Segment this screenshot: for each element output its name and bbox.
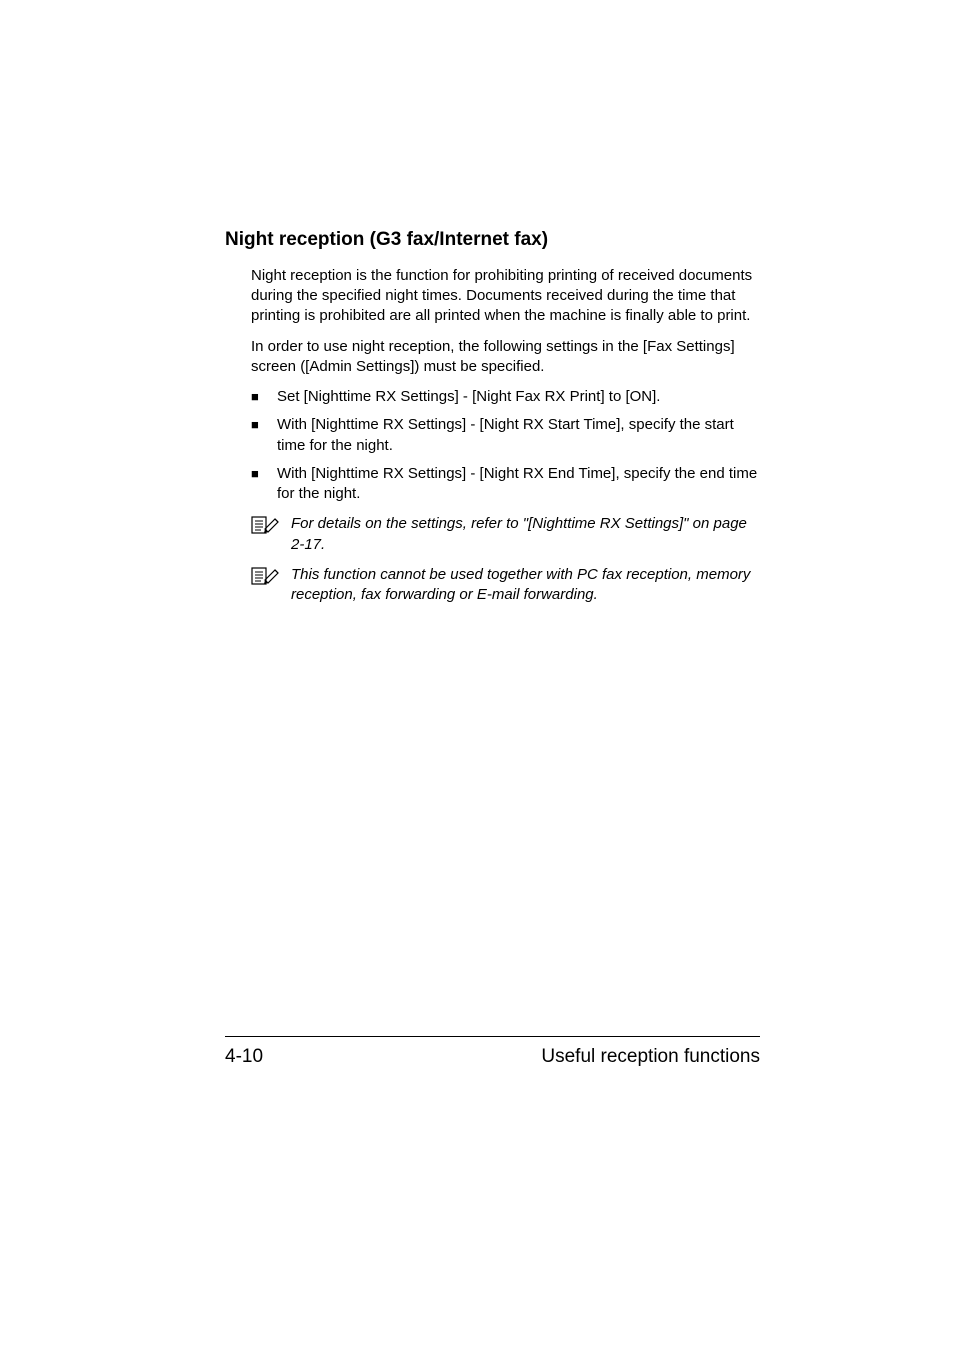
note-text: For details on the settings, refer to "[… [291, 514, 760, 555]
section-heading: Night reception (G3 fax/Internet fax) [225, 228, 760, 252]
bullet-item: With [Nighttime RX Settings] - [Night RX… [251, 415, 760, 456]
footer-rule [225, 1036, 760, 1037]
note-row: This function cannot be used together wi… [225, 565, 760, 606]
page-footer: 4-10 Useful reception functions [225, 1046, 760, 1068]
body-paragraph-2: In order to use night reception, the fol… [225, 337, 760, 378]
footer-section-title: Useful reception functions [541, 1046, 760, 1068]
bullet-item: With [Nighttime RX Settings] - [Night RX… [251, 464, 760, 505]
bullet-list: Set [Nighttime RX Settings] - [Night Fax… [225, 387, 760, 504]
bullet-item: Set [Nighttime RX Settings] - [Night Fax… [251, 387, 760, 407]
notepad-pencil-icon [251, 566, 279, 586]
content-area: Night reception (G3 fax/Internet fax) Ni… [225, 228, 760, 615]
note-row: For details on the settings, refer to "[… [225, 514, 760, 555]
notepad-pencil-icon [251, 515, 279, 535]
note-text: This function cannot be used together wi… [291, 565, 760, 606]
page-number: 4-10 [225, 1046, 263, 1068]
document-page: Night reception (G3 fax/Internet fax) Ni… [0, 0, 954, 1350]
body-paragraph-1: Night reception is the function for proh… [225, 266, 760, 327]
